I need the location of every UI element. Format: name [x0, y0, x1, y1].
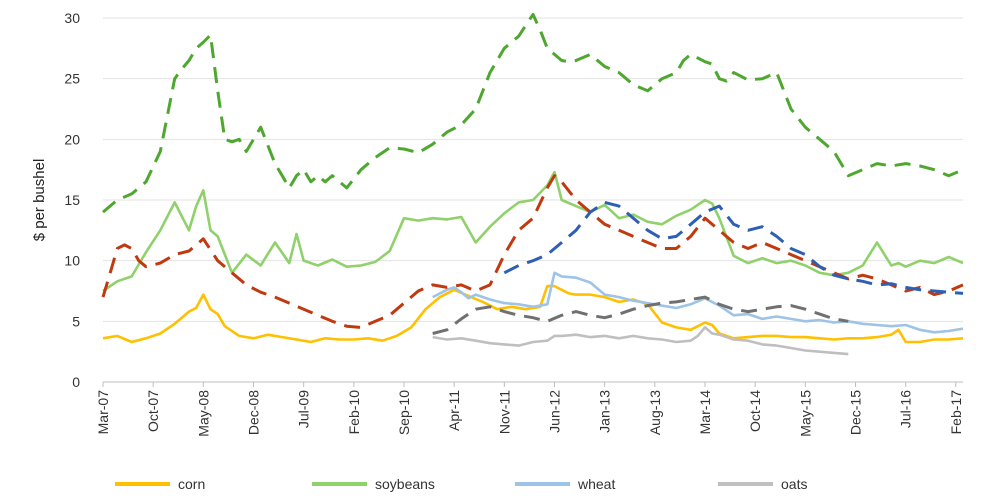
x-tick-label: Aug-13 [647, 390, 663, 435]
x-tick-label: May-08 [195, 390, 211, 437]
x-tick-label: Jan-13 [597, 390, 613, 433]
x-axis-ticks: Mar-07 Oct-07 May-08 Dec-08 Jul-09 Feb-10 Sep-… [95, 382, 964, 437]
y-tick-label: 20 [64, 131, 80, 147]
y-axis-ticks: 0 5 10 15 20 25 30 [64, 10, 80, 390]
x-tick-label: Feb-17 [948, 390, 964, 435]
y-tick-label: 25 [64, 71, 80, 87]
y-tick-label: 5 [72, 313, 80, 329]
legend-label-soybeans: soybeans [375, 476, 435, 492]
x-tick-label: Oct-07 [145, 390, 161, 432]
x-tick-label: Jul-09 [296, 390, 312, 428]
x-tick-label: Jun-12 [547, 390, 563, 433]
series-line-price-series-d [432, 295, 849, 335]
legend: corn soybeans wheat oats [115, 476, 807, 492]
y-tick-label: 30 [64, 10, 80, 26]
series-line-price-series-a [102, 12, 964, 214]
y-axis-label: $ per bushel [31, 159, 48, 242]
x-tick-label: Dec-15 [848, 390, 864, 435]
x-tick-label: Feb-10 [346, 390, 362, 435]
x-tick-label: Oct-14 [747, 390, 763, 432]
x-tick-label: May-15 [797, 390, 813, 437]
series-line-price-series-c [503, 200, 964, 295]
y-tick-label: 0 [72, 374, 80, 390]
series-line-corn [102, 284, 964, 344]
series-lines [101, 12, 964, 356]
x-tick-label: Jul-16 [898, 390, 914, 428]
x-tick-label: Nov-11 [496, 390, 512, 434]
legend-label-oats: oats [781, 476, 807, 492]
y-tick-label: 15 [64, 192, 80, 208]
x-tick-label: Apr-11 [446, 390, 462, 431]
legend-label-wheat: wheat [577, 476, 615, 492]
legend-label-corn: corn [178, 476, 205, 492]
x-tick-label: Dec-08 [246, 390, 262, 435]
x-tick-label: Sep-10 [396, 390, 412, 435]
y-tick-label: 10 [64, 253, 80, 269]
series-line-wheat [432, 271, 964, 334]
series-line-oats [432, 326, 849, 356]
x-tick-label: Mar-14 [697, 390, 713, 435]
x-tick-label: Mar-07 [95, 390, 111, 435]
